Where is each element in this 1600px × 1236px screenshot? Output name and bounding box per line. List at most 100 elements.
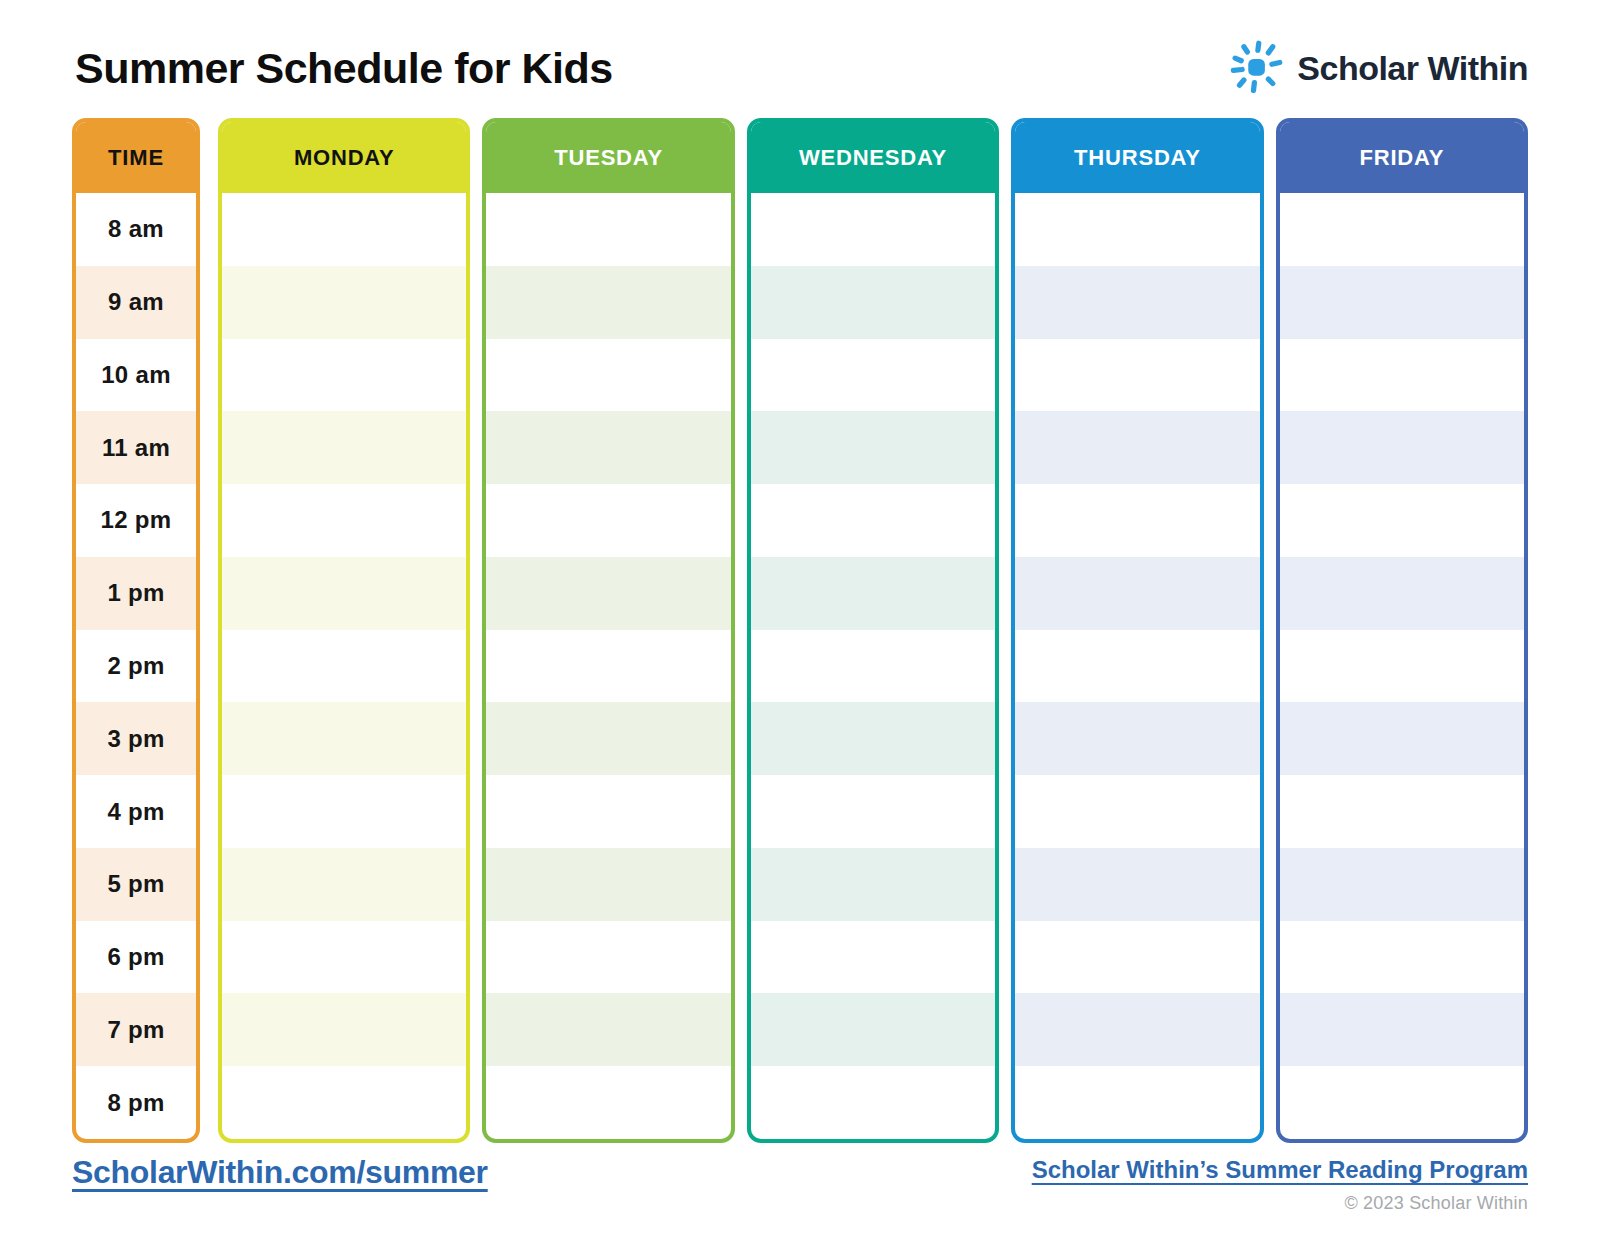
page: Summer Schedule for Kids: [0, 0, 1600, 1236]
schedule-cell: [1015, 557, 1259, 630]
time-row-label: 12 pm: [76, 484, 196, 557]
schedule-cell: [1015, 775, 1259, 848]
schedule-cell: [1015, 702, 1259, 775]
schedule-cell: [486, 921, 730, 994]
summer-site-link[interactable]: ScholarWithin.com/summer: [72, 1154, 488, 1190]
schedule-cell: [222, 411, 466, 484]
day-body-wednesday: [751, 193, 995, 1139]
day-header-wednesday: WEDNESDAY: [751, 122, 995, 193]
schedule-cell: [486, 339, 730, 412]
schedule-cell: [751, 557, 995, 630]
day-column-monday: MONDAY: [218, 118, 470, 1143]
day-header-tuesday: TUESDAY: [486, 122, 730, 193]
schedule-cell: [751, 630, 995, 703]
schedule-cell: [1015, 848, 1259, 921]
schedule-cell: [222, 1066, 466, 1139]
time-row-label: 8 am: [76, 193, 196, 266]
schedule-cell: [1280, 921, 1524, 994]
footer-left: ScholarWithin.com/summer: [72, 1154, 488, 1191]
time-row-label: 1 pm: [76, 557, 196, 630]
schedule-cell: [1280, 1066, 1524, 1139]
schedule-cell: [1280, 848, 1524, 921]
schedule-cell: [751, 266, 995, 339]
day-body-friday: [1280, 193, 1524, 1139]
time-row-label: 5 pm: [76, 848, 196, 921]
schedule-cell: [486, 993, 730, 1066]
time-column-header: TIME: [76, 122, 196, 193]
time-row-label: 7 pm: [76, 993, 196, 1066]
schedule-cell: [751, 848, 995, 921]
schedule-cell: [222, 339, 466, 412]
schedule-cell: [751, 775, 995, 848]
brand-wordmark: Scholar Within: [1297, 49, 1528, 88]
schedule-cell: [486, 557, 730, 630]
schedule-cell: [1015, 266, 1259, 339]
time-row-label: 9 am: [76, 266, 196, 339]
day-column-tuesday: TUESDAY: [482, 118, 734, 1143]
schedule-cell: [486, 1066, 730, 1139]
schedule-cell: [1280, 411, 1524, 484]
sun-icon: [1229, 36, 1285, 100]
schedule-cell: [1280, 993, 1524, 1066]
time-row-label: 4 pm: [76, 775, 196, 848]
schedule-cell: [751, 411, 995, 484]
day-body-thursday: [1015, 193, 1259, 1139]
schedule-cell: [1015, 630, 1259, 703]
schedule-cell: [222, 848, 466, 921]
schedule-cell: [222, 266, 466, 339]
time-row-label: 6 pm: [76, 921, 196, 994]
schedule-cell: [1015, 921, 1259, 994]
schedule-cell: [222, 193, 466, 266]
schedule-cell: [222, 557, 466, 630]
schedule-cell: [1015, 484, 1259, 557]
schedule-cell: [751, 484, 995, 557]
day-column-thursday: THURSDAY: [1011, 118, 1263, 1143]
schedule-cell: [222, 775, 466, 848]
schedule-cell: [1015, 193, 1259, 266]
schedule-cell: [751, 921, 995, 994]
schedule-cell: [751, 193, 995, 266]
schedule-cell: [751, 993, 995, 1066]
time-row-label: 8 pm: [76, 1066, 196, 1139]
schedule-cell: [486, 848, 730, 921]
schedule-cell: [486, 630, 730, 703]
time-column-body: 8 am9 am10 am11 am12 pm1 pm2 pm3 pm4 pm5…: [76, 193, 196, 1139]
schedule-cell: [1280, 484, 1524, 557]
summer-reading-program-link[interactable]: Scholar Within’s Summer Reading Program: [1032, 1156, 1528, 1184]
day-column-wednesday: WEDNESDAY: [747, 118, 999, 1143]
schedule-cell: [1280, 193, 1524, 266]
schedule-cell: [486, 775, 730, 848]
day-column-friday: FRIDAY: [1276, 118, 1528, 1143]
time-row-label: 10 am: [76, 339, 196, 412]
time-row-label: 2 pm: [76, 630, 196, 703]
schedule-cell: [1015, 339, 1259, 412]
schedule-cell: [1280, 557, 1524, 630]
day-body-monday: [222, 193, 466, 1139]
schedule-cell: [222, 630, 466, 703]
schedule-cell: [1280, 339, 1524, 412]
schedule-cell: [486, 193, 730, 266]
top-bar: Summer Schedule for Kids: [72, 0, 1528, 118]
footer: ScholarWithin.com/summer Scholar Within’…: [72, 1154, 1528, 1214]
day-header-thursday: THURSDAY: [1015, 122, 1259, 193]
copyright-text: © 2023 Scholar Within: [1344, 1193, 1528, 1214]
time-row-label: 11 am: [76, 411, 196, 484]
day-header-friday: FRIDAY: [1280, 122, 1524, 193]
schedule-cell: [1280, 266, 1524, 339]
brand-logo: Scholar Within: [1229, 36, 1528, 100]
schedule-cell: [486, 266, 730, 339]
schedule-cell: [1280, 702, 1524, 775]
footer-right: Scholar Within’s Summer Reading Program …: [1032, 1154, 1528, 1214]
schedule-cell: [1015, 993, 1259, 1066]
day-body-tuesday: [486, 193, 730, 1139]
schedule-cell: [222, 484, 466, 557]
schedule-cell: [222, 993, 466, 1066]
schedule-cell: [486, 702, 730, 775]
schedule-cell: [1015, 1066, 1259, 1139]
schedule-cell: [1015, 411, 1259, 484]
schedule-cell: [486, 411, 730, 484]
schedule-cell: [486, 484, 730, 557]
schedule-grid: TIME 8 am9 am10 am11 am12 pm1 pm2 pm3 pm…: [72, 118, 1528, 1143]
schedule-cell: [1280, 775, 1524, 848]
schedule-cell: [751, 702, 995, 775]
